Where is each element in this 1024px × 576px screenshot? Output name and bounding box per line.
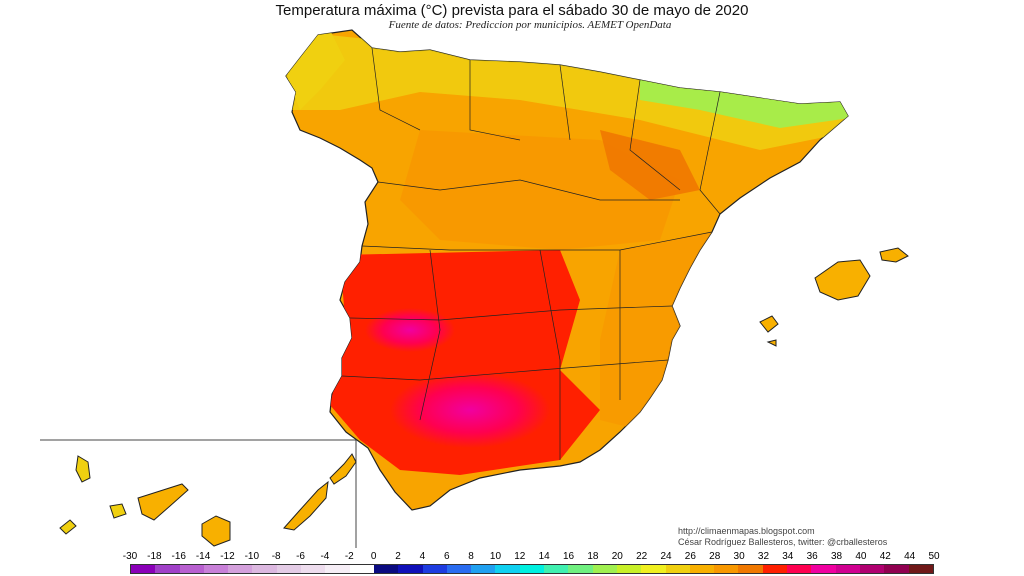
legend-tick-label: -12	[220, 551, 235, 562]
formentera	[766, 339, 777, 347]
legend-swatch	[252, 565, 277, 573]
legend-tick-label: 32	[757, 551, 770, 562]
lanzarote	[329, 453, 357, 485]
legend-swatch	[519, 565, 545, 573]
legend-swatch	[665, 565, 690, 573]
legend-tick-label: 2	[395, 551, 401, 562]
legend-swatch	[228, 565, 253, 573]
legend-swatch	[398, 565, 423, 573]
legend-tick-label: 6	[443, 551, 450, 562]
zone-guadalquivir-peak	[390, 372, 550, 448]
legend-swatch	[179, 565, 204, 573]
legend-swatch	[738, 565, 763, 573]
legend-tick-label: 10	[489, 551, 502, 562]
legend-tick-label: 14	[538, 551, 550, 562]
map-title: Temperatura máxima (°C) prevista para el…	[275, 2, 749, 19]
legend-tick-label: 34	[782, 551, 794, 562]
ibiza	[759, 315, 779, 333]
legend-tick-label: 20	[611, 551, 623, 562]
legend-tick-label: 22	[636, 551, 648, 562]
legend-swatch	[762, 565, 788, 573]
legend-tick-label: 0	[370, 551, 377, 562]
legend-tick-label: 26	[684, 551, 696, 562]
legend-tick-labels: -30 -18 -16 -14 -12 -10 -8 -6 -4 -2 0 2 4 6 8 10 12 14 16 1…	[0, 551, 1024, 563]
legend-tick-label: -2	[344, 551, 354, 562]
legend-tick-label: -18	[147, 551, 162, 562]
legend-swatch	[349, 565, 374, 573]
balearic-islands	[759, 247, 909, 347]
legend-swatch	[592, 565, 617, 573]
legend-tick-label: 42	[879, 551, 891, 562]
peninsula	[285, 29, 849, 511]
map-subtitle: Fuente de datos: Prediccion por municipi…	[388, 19, 672, 31]
legend-swatch	[811, 565, 836, 573]
legend-swatch	[616, 565, 642, 573]
legend-swatch	[301, 565, 326, 573]
legend-swatch	[544, 565, 569, 573]
legend-swatch	[131, 565, 156, 573]
la-palma	[75, 455, 91, 483]
credits: http://climaenmapas.blogspot.com César R…	[678, 526, 887, 548]
gran-canaria	[201, 515, 231, 547]
zone-cantabrian-green	[640, 78, 848, 128]
legend-tick-label: 12	[514, 551, 526, 562]
legend-swatch	[203, 565, 229, 573]
mallorca	[814, 259, 871, 301]
legend-tick-label: -16	[171, 551, 186, 562]
credits-author: César Rodríguez Ballesteros, twitter: @c…	[678, 537, 888, 547]
legend-tick-label: 18	[587, 551, 599, 562]
fuerteventura	[283, 480, 329, 531]
legend-swatch	[835, 565, 860, 573]
legend-swatch	[714, 565, 739, 573]
legend-tick-label: -6	[296, 551, 305, 562]
legend-swatch	[689, 565, 715, 573]
legend-tick-label: 44	[904, 551, 916, 562]
legend-swatch	[787, 565, 812, 573]
zone-ebro	[600, 130, 700, 200]
legend-tick-label: 30	[733, 551, 745, 562]
legend-tick-label: -14	[195, 551, 211, 562]
legend-swatch	[325, 565, 350, 573]
legend-swatch	[446, 565, 472, 573]
legend-tick-label: 4	[419, 551, 426, 562]
legend-tick-label: -8	[271, 551, 281, 562]
la-gomera	[109, 503, 127, 519]
tenerife	[137, 483, 189, 521]
legend-tick-label: 16	[562, 551, 575, 562]
legend-swatch	[641, 565, 666, 573]
canary-inset	[40, 439, 357, 548]
legend-swatch	[568, 565, 593, 573]
legend-swatch	[422, 565, 447, 573]
legend-swatch	[495, 565, 520, 573]
legend-tick-label: 36	[806, 551, 818, 562]
legend-tick-label: 28	[709, 551, 721, 562]
zone-north-cool	[286, 30, 848, 150]
legend-tick-label: 50	[928, 551, 940, 562]
legend-swatch	[276, 565, 302, 573]
menorca	[879, 247, 909, 263]
legend-tick-label: -10	[244, 551, 260, 562]
admin-borders	[341, 47, 721, 460]
legend-color-bar	[130, 564, 934, 574]
legend-tick-label: -30	[122, 551, 138, 562]
legend-swatch	[373, 565, 399, 573]
zone-extremadura-peak	[365, 308, 455, 352]
legend-swatch	[908, 565, 933, 573]
legend-swatch	[155, 565, 180, 573]
legend-swatch	[471, 565, 496, 573]
el-hierro	[59, 519, 77, 535]
legend-tick-label: 40	[855, 551, 867, 562]
legend-tick-label: 24	[660, 551, 672, 562]
legend-tick-label: 8	[468, 551, 474, 562]
credits-url: http://climaenmapas.blogspot.com	[678, 526, 815, 536]
legend-swatch	[859, 565, 885, 573]
zone-east-coast	[600, 230, 720, 430]
inset-frame	[40, 439, 357, 548]
legend-tick-label: 38	[830, 551, 843, 562]
legend-swatch	[884, 565, 909, 573]
legend-tick-label: -4	[320, 551, 330, 562]
